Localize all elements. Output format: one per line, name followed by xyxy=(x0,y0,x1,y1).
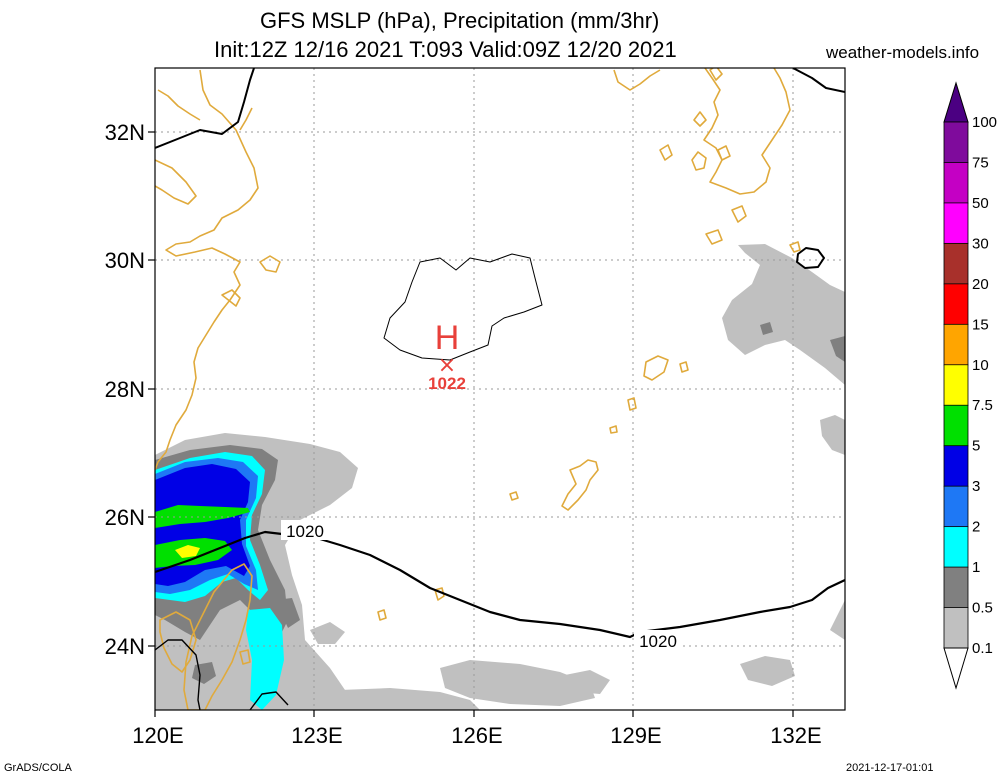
isobar-label-east: 1020 xyxy=(639,632,677,651)
high-marker: × xyxy=(438,353,456,378)
colorbar-swatch xyxy=(943,485,969,528)
colorbar-label: 100 xyxy=(972,114,997,131)
colorbar-label: 0.5 xyxy=(972,600,993,617)
colorbar-label: 7.5 xyxy=(972,397,993,414)
colorbar-swatch xyxy=(943,566,969,609)
lat-label-26n: 26N xyxy=(105,505,145,530)
colorbar-swatch xyxy=(943,121,969,164)
high-pressure-value: 1022 xyxy=(428,374,466,393)
high-symbol: H xyxy=(435,319,460,357)
colorbar-label: 10 xyxy=(972,357,989,374)
colorbar-label: 30 xyxy=(972,235,989,252)
colorbar-swatch xyxy=(943,445,969,487)
colorbar-label: 3 xyxy=(972,478,980,495)
precip-area-west xyxy=(155,433,795,710)
colorbar-swatch xyxy=(943,404,969,447)
footer-credit: GrADS/COLA xyxy=(4,762,72,774)
lon-label-132e: 132E xyxy=(770,723,821,748)
precip-area-east xyxy=(722,244,845,640)
colorbar-top-arrow xyxy=(943,81,969,123)
colorbar-swatch xyxy=(943,162,969,204)
lat-label-28n: 28N xyxy=(105,377,145,402)
colorbar-swatch xyxy=(943,242,969,285)
map-title-line2: Init:12Z 12/16 2021 T:093 Valid:09Z 12/2… xyxy=(214,37,677,62)
colorbar-label: 5 xyxy=(972,438,980,455)
colorbar: 100 75 50 30 20 15 10 7.5 5 3 2 1 0.5 0.1 xyxy=(943,81,997,690)
footer-timestamp: 2021-12-17-01:01 xyxy=(846,762,934,774)
colorbar-label: 15 xyxy=(972,316,989,333)
colorbar-swatch xyxy=(943,202,969,245)
lon-label-126e: 126E xyxy=(451,723,502,748)
lat-lon-grid xyxy=(155,68,845,710)
map-title-line1: GFS MSLP (hPa), Precipitation (mm/3hr) xyxy=(260,8,660,33)
lat-label-30n: 30N xyxy=(105,248,145,273)
site-credit: weather-models.info xyxy=(826,43,980,62)
axis-ticks xyxy=(148,131,794,717)
isobars xyxy=(155,68,845,710)
coastlines xyxy=(155,68,801,710)
colorbar-swatch xyxy=(943,526,969,568)
colorbar-label: 20 xyxy=(972,276,989,293)
colorbar-bottom-arrow xyxy=(943,647,969,690)
colorbar-label: 50 xyxy=(972,195,989,212)
colorbar-swatch xyxy=(943,283,969,326)
lon-label-120e: 120E xyxy=(132,723,183,748)
colorbar-swatch xyxy=(943,364,969,406)
colorbar-swatch xyxy=(943,607,969,649)
colorbar-swatch xyxy=(943,323,969,366)
colorbar-label: 1 xyxy=(972,559,980,576)
isobar-label-bg-east xyxy=(634,630,682,650)
colorbar-label: 2 xyxy=(972,519,980,536)
lat-label-24n: 24N xyxy=(105,634,145,659)
isobar-label-bg-west xyxy=(281,520,329,540)
colorbar-label: 75 xyxy=(972,154,989,171)
lon-label-129e: 129E xyxy=(610,723,661,748)
colorbar-label: 0.1 xyxy=(972,640,993,657)
lon-label-123e: 123E xyxy=(291,723,342,748)
isobar-label-west: 1020 xyxy=(286,522,324,541)
high-pressure-center: H × 1022 xyxy=(428,319,466,393)
lat-label-32n: 32N xyxy=(105,120,145,145)
